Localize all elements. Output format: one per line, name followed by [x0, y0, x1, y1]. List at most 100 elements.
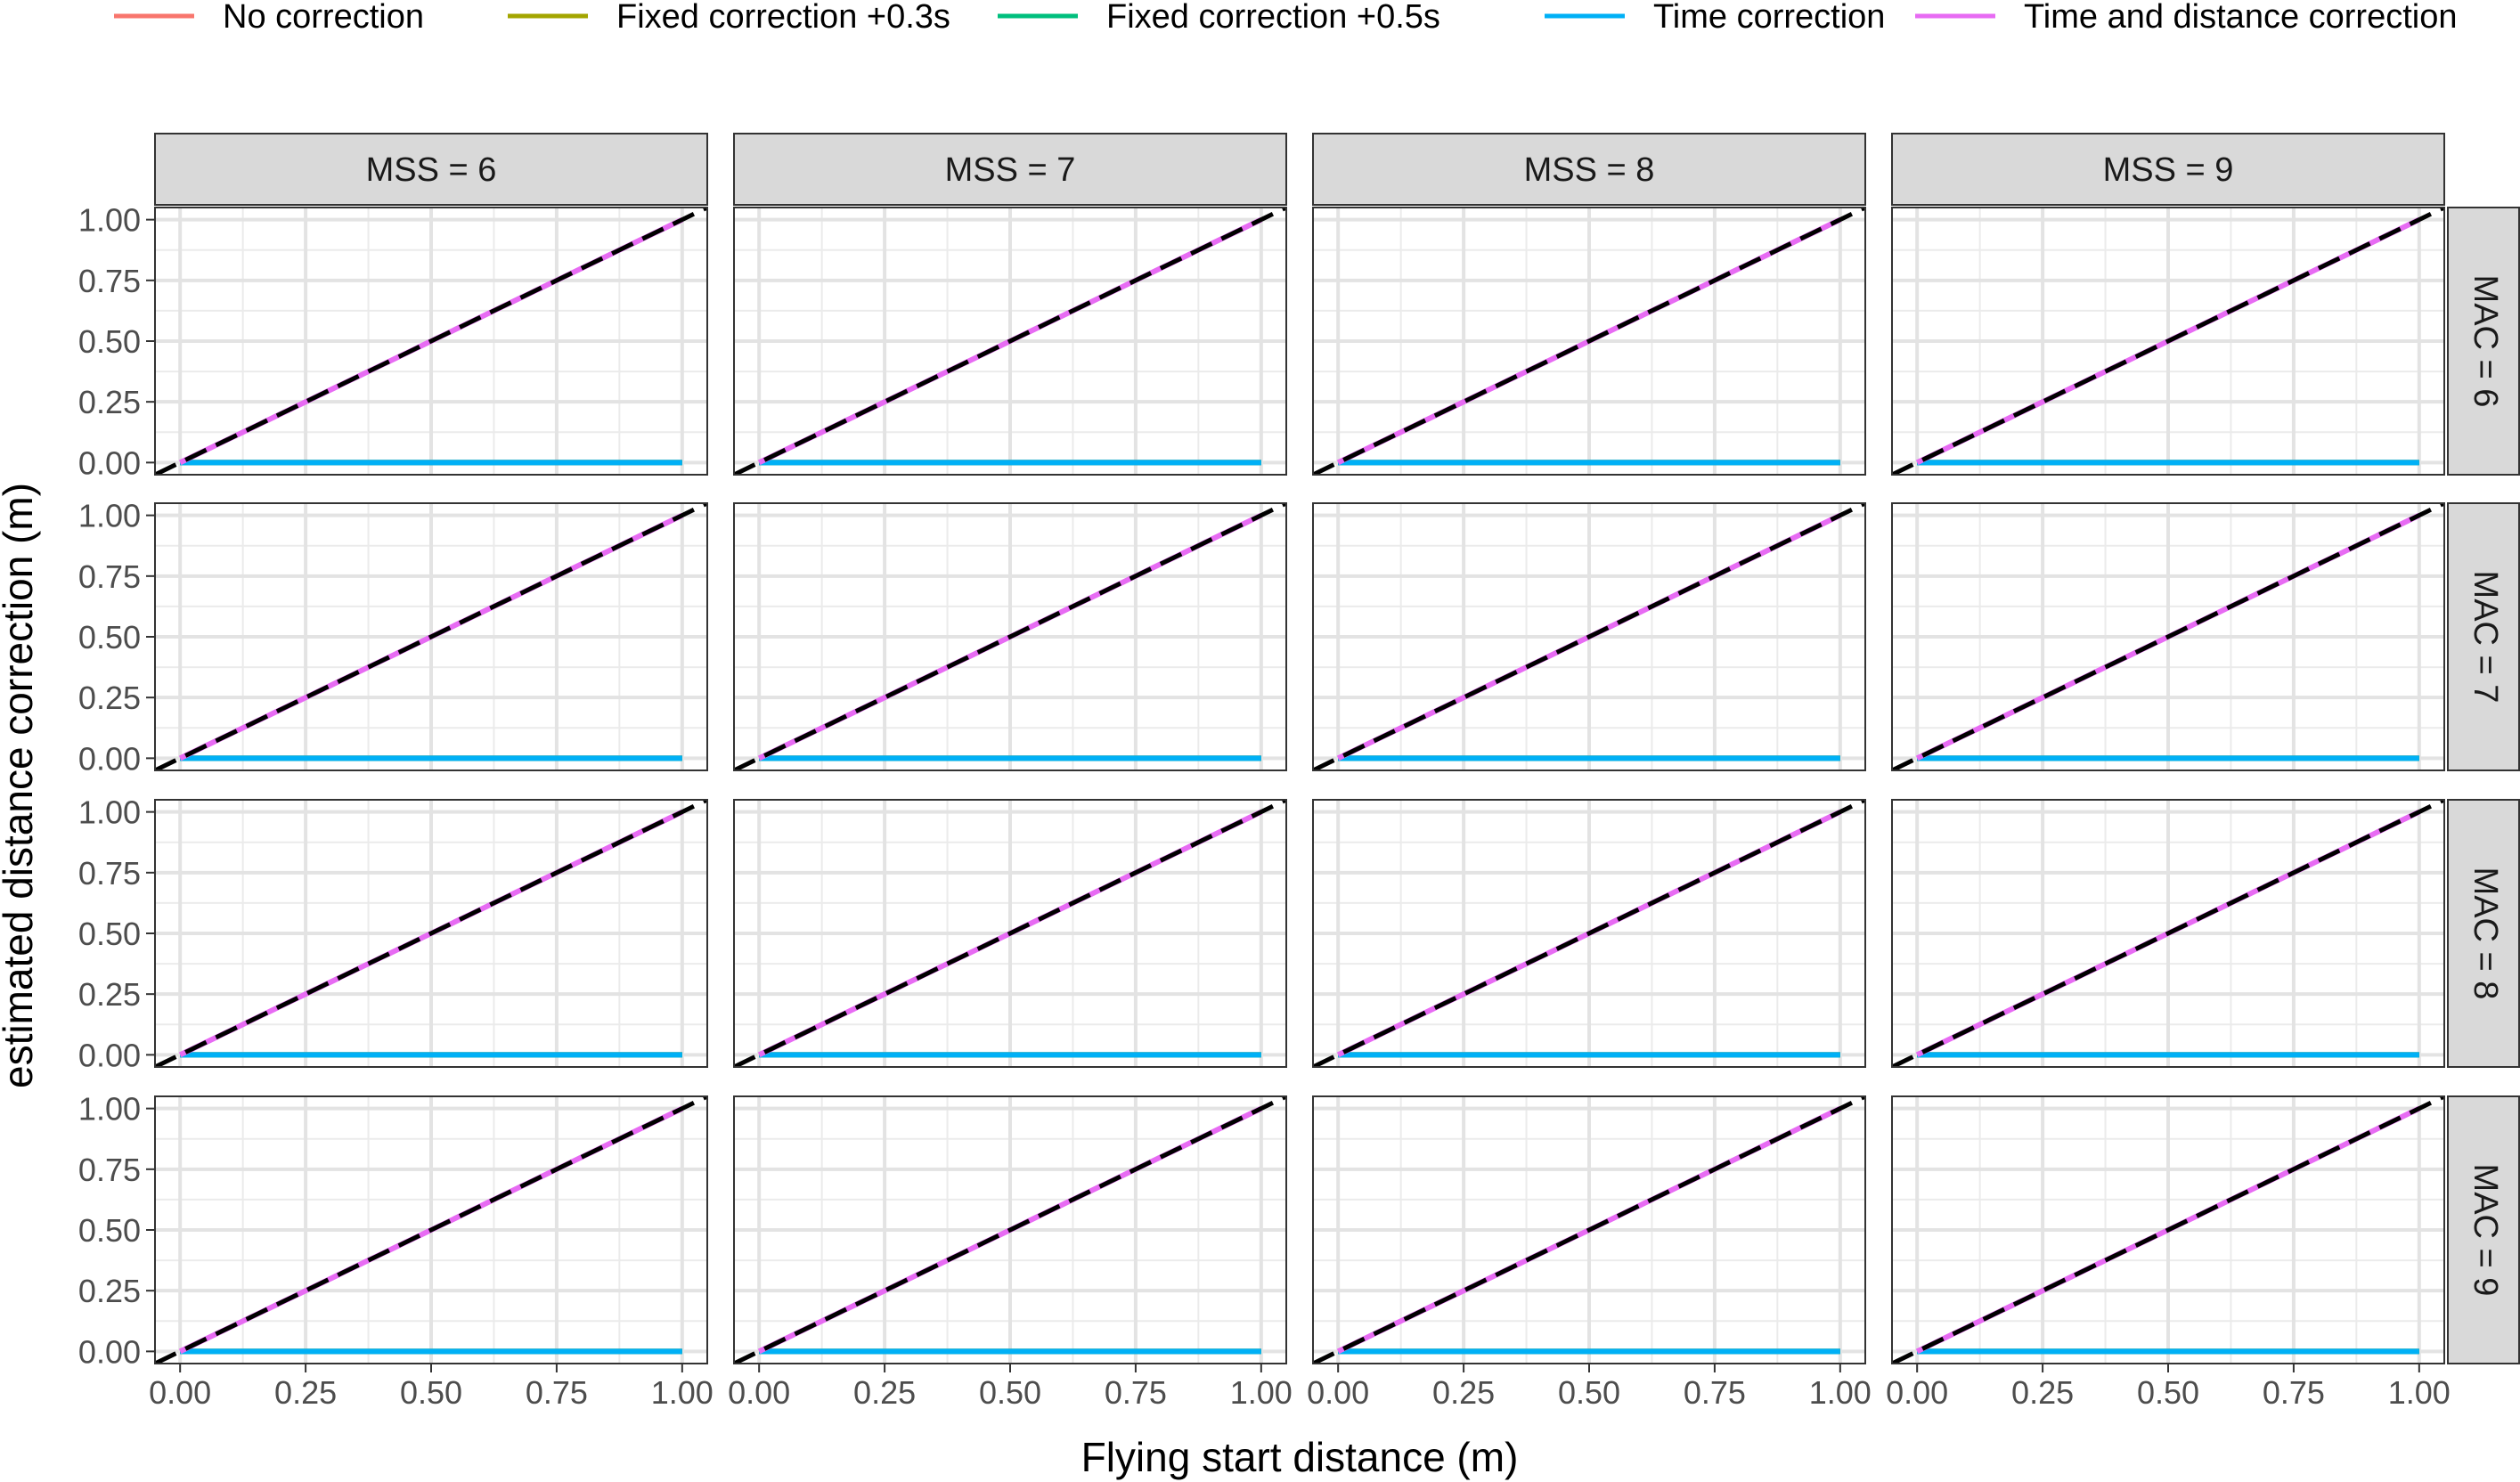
- legend-label: Time and distance correction: [2024, 0, 2458, 36]
- y-tick-label: 0.50: [78, 916, 141, 952]
- y-tick-label: 0.25: [78, 976, 141, 1013]
- facet-panel: [1891, 799, 2445, 1068]
- facet-panel: [1891, 1095, 2445, 1364]
- legend-label: Fixed correction +0.5s: [1106, 0, 1440, 36]
- column-strip: [154, 133, 708, 206]
- panel-border: [1312, 799, 1866, 1068]
- series-lines: [155, 800, 707, 1067]
- column-strip-label: MSS = 9: [2103, 151, 2234, 189]
- facet-panel: [154, 207, 708, 476]
- facet-panel: [733, 1095, 1287, 1364]
- x-tick-label: 0.75: [526, 1374, 588, 1411]
- series-lines: [1892, 208, 2444, 475]
- y-tick-label: 1.00: [78, 794, 141, 831]
- reference-line: [1892, 1096, 2444, 1364]
- x-tick-label: 0.25: [2011, 1374, 2074, 1411]
- y-tick-label: 0.00: [78, 740, 141, 777]
- facet-panel: [1312, 502, 1866, 771]
- x-tick-label: 0.50: [400, 1374, 462, 1411]
- facet-panels: [154, 207, 2445, 1364]
- row-strip: [2447, 502, 2520, 771]
- x-tick-label: 0.50: [1558, 1374, 1620, 1411]
- series-lines: [155, 1096, 707, 1364]
- reference-line: [1313, 800, 1865, 1067]
- row-strip: [2447, 1095, 2520, 1364]
- x-tick-label: 0.75: [2263, 1374, 2325, 1411]
- reference-line: [734, 503, 1286, 770]
- x-tick-label: 0.00: [1307, 1374, 1369, 1411]
- reference-line: [155, 1096, 707, 1364]
- facet-panel: [154, 502, 708, 771]
- panel-border: [1312, 502, 1866, 771]
- facet-panel: [154, 1095, 708, 1364]
- row-strip: [2447, 799, 2520, 1068]
- facet-panel: [1891, 502, 2445, 771]
- y-tick-label: 0.50: [78, 1212, 141, 1249]
- reference-line: [1313, 208, 1865, 475]
- row-strip-label: MAC = 6: [2467, 275, 2504, 408]
- reference-line: [1313, 503, 1865, 770]
- panel-border: [1891, 799, 2445, 1068]
- column-strip-label: MSS = 8: [1524, 151, 1655, 189]
- y-axis-title: estimated distance correction (m): [0, 483, 41, 1088]
- panel-border: [1891, 207, 2445, 476]
- reference-line: [734, 800, 1286, 1067]
- row-strip-label: MAC = 9: [2467, 1164, 2504, 1297]
- legend-item: Fixed correction +0.3s: [508, 0, 950, 36]
- column-strip: [1312, 133, 1866, 206]
- y-tick-label: 0.50: [78, 323, 141, 360]
- facet-panel: [733, 799, 1287, 1068]
- column-strip: [733, 133, 1287, 206]
- series-lines: [155, 208, 707, 475]
- y-tick-label: 1.00: [78, 202, 141, 239]
- facet-panel: [733, 207, 1287, 476]
- x-tick-label: 0.00: [728, 1374, 790, 1411]
- x-tick-label: 0.50: [2137, 1374, 2199, 1411]
- y-tick-label: 0.00: [78, 1037, 141, 1073]
- y-tick-label: 1.00: [78, 1091, 141, 1128]
- column-strip-label: MSS = 7: [945, 151, 1076, 189]
- y-tick-label: 0.75: [78, 263, 141, 299]
- reference-line: [1892, 800, 2444, 1067]
- panel-border: [1312, 207, 1866, 476]
- axes: 0.00 0.25 0.50 0.75 1.00 0.00 0.25 0.50 0.75 1.00…: [78, 202, 2451, 1411]
- y-tick-label: 0.00: [78, 444, 141, 481]
- x-tick-label: 0.00: [149, 1374, 211, 1411]
- reference-line: [155, 800, 707, 1067]
- series-lines: [1313, 1096, 1865, 1364]
- reference-line: [1892, 503, 2444, 770]
- y-tick-label: 0.25: [78, 680, 141, 716]
- x-tick-label: 0.75: [1105, 1374, 1167, 1411]
- facet-panel: [1312, 799, 1866, 1068]
- facet-panel: [1312, 1095, 1866, 1364]
- x-tick-label: 1.00: [1809, 1374, 1872, 1411]
- y-tick-label: 0.75: [78, 855, 141, 892]
- x-tick-label: 0.75: [1684, 1374, 1746, 1411]
- column-strip: [1891, 133, 2445, 206]
- panel-border: [733, 799, 1287, 1068]
- legend-item: Fixed correction +0.5s: [998, 0, 1440, 36]
- facet-panel: [1891, 207, 2445, 476]
- legend: No correction Fixed correction +0.3s Fixed…: [114, 0, 2458, 36]
- series-lines: [734, 800, 1286, 1067]
- reference-line: [1313, 1096, 1865, 1364]
- legend-label: No correction: [223, 0, 424, 36]
- column-strips: MSS = 6 MSS = 7 MSS = 8 MSS = 9: [154, 133, 2445, 206]
- row-strip-label: MAC = 7: [2467, 571, 2504, 704]
- facet-panel: [1312, 207, 1866, 476]
- row-strip-label: MAC = 8: [2467, 867, 2504, 1000]
- series-lines: [1313, 208, 1865, 475]
- x-tick-label: 1.00: [2388, 1374, 2451, 1411]
- series-lines: [1892, 800, 2444, 1067]
- series-lines: [1892, 503, 2444, 770]
- x-tick-label: 0.00: [1886, 1374, 1948, 1411]
- series-lines: [734, 208, 1286, 475]
- panel-border: [733, 207, 1287, 476]
- x-tick-label: 0.50: [979, 1374, 1041, 1411]
- series-lines: [734, 503, 1286, 770]
- legend-label: Fixed correction +0.3s: [616, 0, 950, 36]
- legend-item: Time correction: [1545, 0, 1885, 36]
- facet-panel: [733, 502, 1287, 771]
- y-tick-label: 0.25: [78, 1273, 141, 1309]
